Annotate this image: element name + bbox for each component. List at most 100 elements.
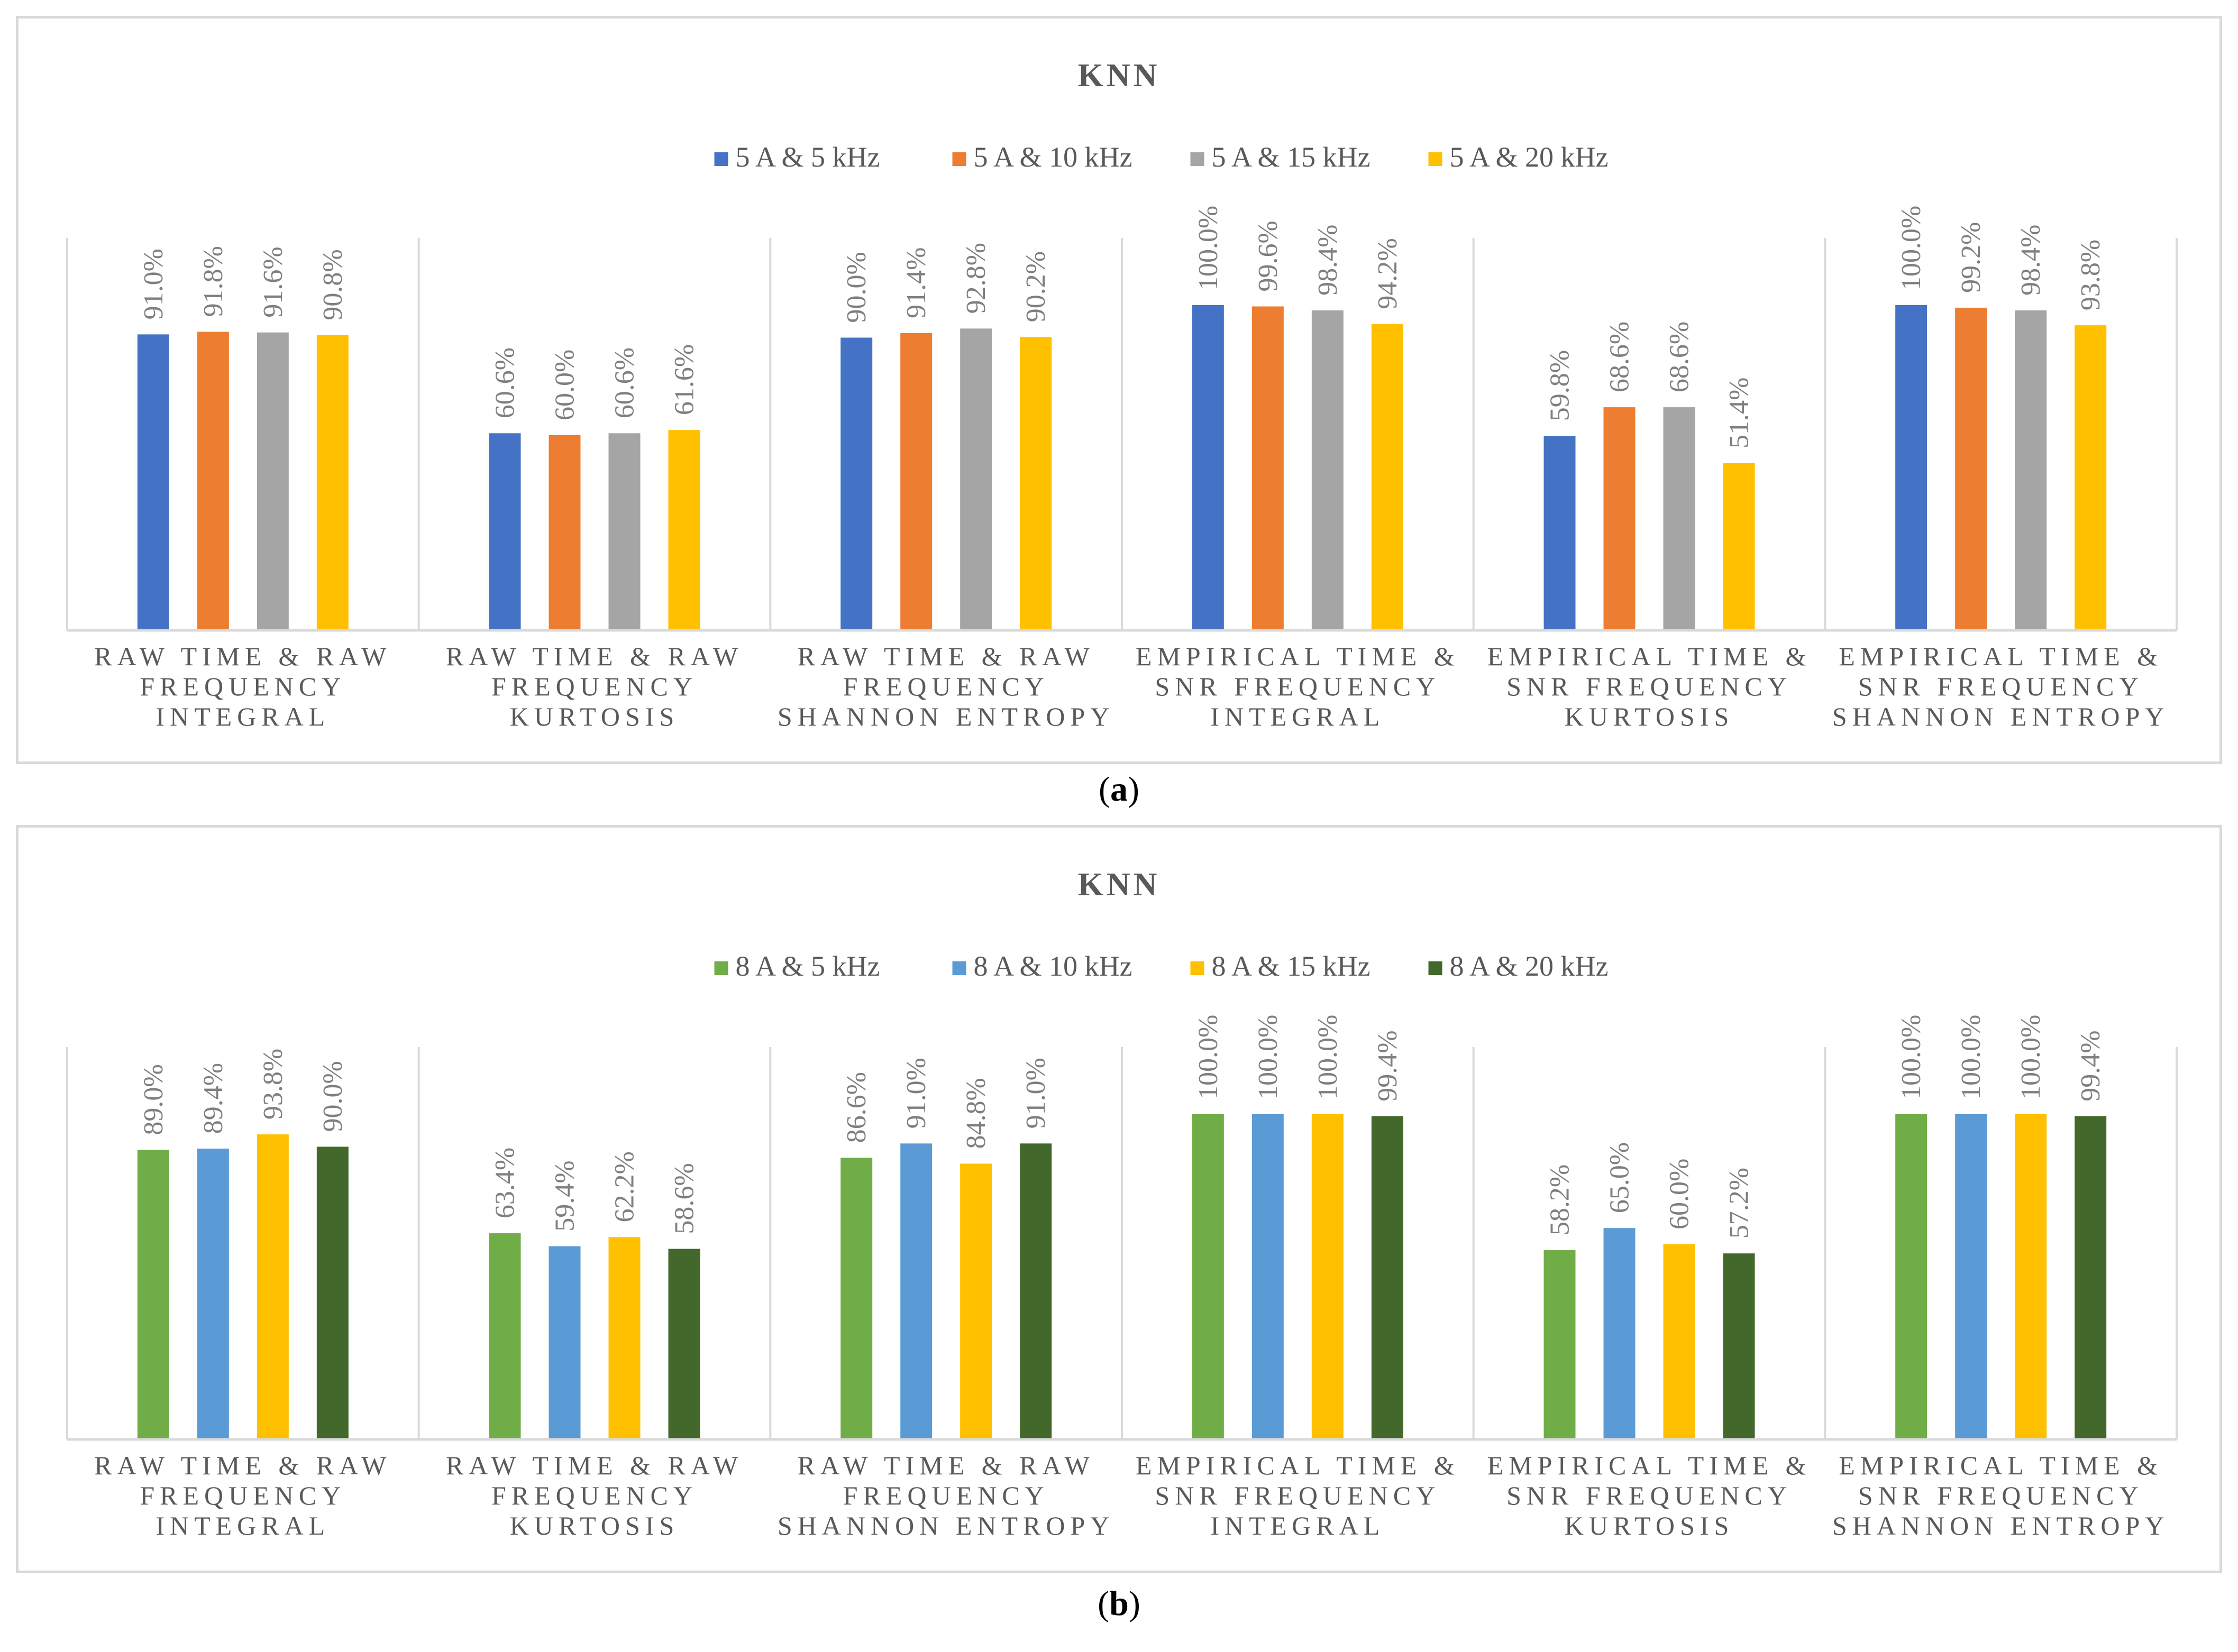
bar-a-2-3 (1020, 337, 1052, 630)
bar-b-1-2 (608, 1237, 641, 1439)
legend-swatch-b-1 (952, 961, 966, 975)
bar-a-3-0 (1192, 305, 1224, 630)
category-label-b-5-0: EMPIRICAL TIME & (1839, 1451, 2163, 1480)
category-label-a-3-1: SNR FREQUENCY (1155, 672, 1440, 701)
value-label-a-2-2: 92.8% (961, 243, 991, 314)
bar-a-5-2 (2015, 310, 2047, 630)
category-label-a-1-0: RAW TIME & RAW (446, 641, 743, 671)
category-label-b-0-2: INTEGRAL (156, 1511, 330, 1540)
bar-b-1-3 (668, 1249, 700, 1439)
bar-b-1-0 (489, 1233, 521, 1439)
value-label-a-2-3: 90.2% (1021, 251, 1051, 322)
category-label-a-0-1: FREQUENCY (140, 672, 346, 701)
value-label-a-4-0: 59.8% (1545, 350, 1575, 421)
bar-b-2-0 (841, 1158, 873, 1439)
category-label-a-5-2: SHANNON ENTROPY (1832, 702, 2170, 731)
legend-swatch-b-3 (1428, 961, 1442, 975)
value-label-a-1-3: 61.6% (670, 344, 700, 415)
value-label-b-1-1: 59.4% (550, 1160, 580, 1231)
value-label-a-4-3: 51.4% (1724, 378, 1755, 448)
caption-b-label: b (1109, 1584, 1129, 1623)
category-label-a-5-1: SNR FREQUENCY (1858, 672, 2144, 701)
category-label-a-4-2: KURTOSIS (1565, 702, 1734, 731)
bar-b-3-0 (1192, 1114, 1224, 1439)
legend-label-a-2: 5 A & 15 kHz (1212, 141, 1371, 173)
value-label-b-5-0: 100.0% (1896, 1015, 1926, 1099)
bar-b-3-3 (1371, 1116, 1403, 1439)
value-label-b-4-1: 65.0% (1605, 1142, 1635, 1213)
value-label-b-1-2: 62.2% (610, 1151, 640, 1222)
value-label-b-3-0: 100.0% (1193, 1015, 1223, 1099)
value-label-a-0-1: 91.8% (198, 246, 229, 317)
bar-b-2-2 (960, 1163, 992, 1439)
value-label-b-4-0: 58.2% (1545, 1164, 1575, 1235)
category-label-a-3-2: INTEGRAL (1210, 702, 1385, 731)
bar-a-3-2 (1311, 310, 1344, 630)
bar-b-4-1 (1603, 1228, 1636, 1439)
category-label-b-1-2: KURTOSIS (510, 1511, 680, 1540)
bar-a-3-3 (1371, 324, 1403, 630)
value-label-b-5-1: 100.0% (1956, 1015, 1986, 1099)
category-label-a-4-1: SNR FREQUENCY (1506, 672, 1792, 701)
category-label-b-2-2: SHANNON ENTROPY (778, 1511, 1115, 1540)
category-label-a-4-0: EMPIRICAL TIME & (1487, 641, 1812, 671)
bar-b-2-1 (900, 1143, 933, 1439)
value-label-b-1-3: 58.6% (670, 1163, 700, 1234)
bar-b-5-1 (1955, 1114, 1987, 1439)
value-label-b-2-0: 86.6% (842, 1072, 872, 1143)
category-label-b-2-1: FREQUENCY (843, 1481, 1049, 1510)
bar-a-0-0 (137, 334, 169, 630)
category-label-b-4-2: KURTOSIS (1565, 1511, 1734, 1540)
value-label-b-3-2: 100.0% (1313, 1015, 1343, 1099)
value-label-a-5-2: 98.4% (2016, 225, 2046, 296)
legend-label-a-3: 5 A & 20 kHz (1450, 141, 1609, 173)
value-label-b-0-1: 89.4% (198, 1063, 229, 1134)
category-label-a-2-1: FREQUENCY (843, 672, 1049, 701)
value-label-a-1-2: 60.6% (610, 347, 640, 418)
value-label-b-1-0: 63.4% (490, 1148, 520, 1218)
legend-swatch-b-2 (1190, 961, 1204, 975)
category-label-b-0-1: FREQUENCY (140, 1481, 346, 1510)
value-label-a-2-1: 91.4% (901, 247, 931, 318)
value-label-a-5-0: 100.0% (1896, 206, 1926, 290)
category-label-a-0-0: RAW TIME & RAW (94, 641, 391, 671)
category-label-b-1-0: RAW TIME & RAW (446, 1451, 743, 1480)
value-label-b-4-2: 60.0% (1665, 1159, 1695, 1229)
value-label-b-2-1: 91.0% (901, 1058, 931, 1128)
bar-b-0-3 (316, 1146, 349, 1439)
value-label-a-5-3: 93.8% (2076, 240, 2106, 310)
legend-swatch-a-2 (1190, 152, 1204, 166)
category-label-a-5-0: EMPIRICAL TIME & (1839, 641, 2163, 671)
category-label-a-2-0: RAW TIME & RAW (798, 641, 1095, 671)
category-label-b-1-1: FREQUENCY (491, 1481, 698, 1510)
bar-a-4-1 (1603, 407, 1636, 630)
bar-b-5-2 (2015, 1114, 2047, 1439)
value-label-b-2-3: 91.0% (1021, 1058, 1051, 1128)
caption-a-label: a (1110, 770, 1128, 809)
bar-a-0-3 (316, 335, 349, 630)
category-label-b-5-2: SHANNON ENTROPY (1832, 1511, 2170, 1540)
category-label-b-3-1: SNR FREQUENCY (1155, 1481, 1440, 1510)
bar-b-0-2 (257, 1134, 289, 1439)
value-label-b-5-3: 99.4% (2076, 1030, 2106, 1101)
bar-b-0-1 (197, 1149, 229, 1439)
bar-a-0-2 (257, 332, 289, 630)
chart-panel-a: KNN 5 A & 5 kHz 5 A & 10 kHz 5 A & 15 kHz 5 … (16, 16, 2222, 764)
value-label-a-0-0: 91.0% (139, 249, 169, 319)
category-label-a-1-2: KURTOSIS (510, 702, 680, 731)
legend-swatch-a-1 (952, 152, 966, 166)
value-label-a-0-2: 91.6% (258, 246, 288, 317)
value-label-a-0-3: 90.8% (318, 249, 348, 320)
bar-a-0-1 (197, 332, 229, 630)
bar-a-2-1 (900, 333, 933, 630)
legend-swatch-b-0 (714, 961, 728, 975)
value-label-b-0-0: 89.0% (139, 1064, 169, 1135)
bar-b-4-3 (1723, 1253, 1755, 1439)
chart-svg-a: KNN 5 A & 5 kHz 5 A & 10 kHz 5 A & 15 kHz 5 … (66, 58, 2178, 731)
bar-a-3-1 (1252, 306, 1284, 630)
bar-b-1-1 (549, 1246, 581, 1439)
bar-b-2-3 (1020, 1143, 1052, 1439)
bar-b-5-3 (2075, 1116, 2107, 1439)
legend-swatch-a-3 (1428, 152, 1442, 166)
value-label-a-4-2: 68.6% (1665, 322, 1695, 392)
